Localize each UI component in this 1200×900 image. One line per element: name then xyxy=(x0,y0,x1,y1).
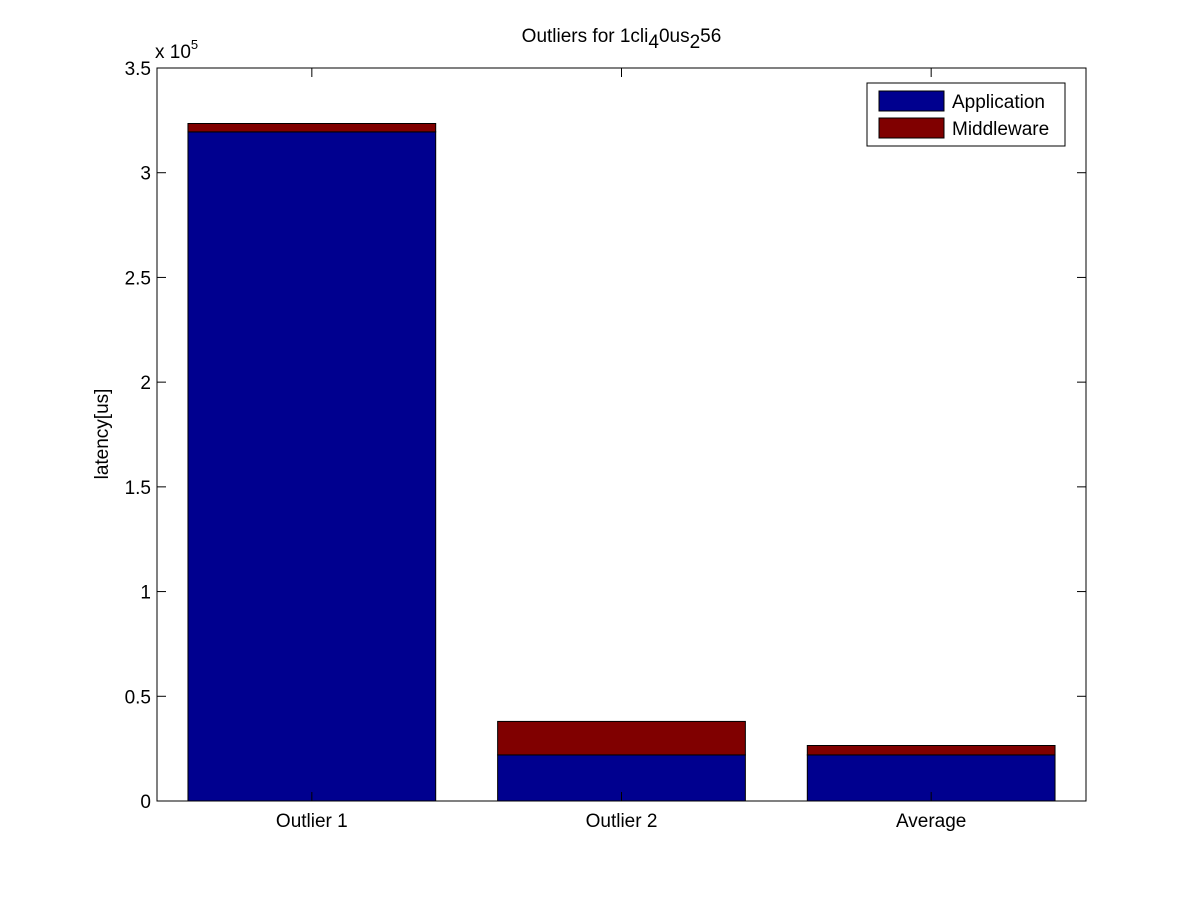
legend-label-application: Application xyxy=(952,92,1045,113)
legend: Application Middleware xyxy=(866,82,1066,147)
legend-label-middleware: Middleware xyxy=(952,119,1049,140)
x-axis-ticks: Outlier 1 Outlier 2 Average xyxy=(276,68,966,832)
y-exponent-text: x 105 xyxy=(155,37,198,63)
y-axis-ticks: 0 0.5 1 1.5 2 2.5 3 3.5 xyxy=(125,59,1086,813)
y-tick-label: 3.5 xyxy=(125,59,151,80)
y-tick-label: 0 xyxy=(140,792,151,813)
y-tick-label: 2.5 xyxy=(125,268,151,289)
x-tick-label: Outlier 2 xyxy=(586,811,658,832)
y-tick-label: 0.5 xyxy=(125,687,151,708)
y-tick-label: 1 xyxy=(140,583,151,604)
x-tick-label: Average xyxy=(896,811,966,832)
y-tick-label: 1.5 xyxy=(125,478,151,499)
bar-application-1 xyxy=(187,131,437,802)
legend-swatch-application xyxy=(878,90,945,112)
x-tick-label: Outlier 1 xyxy=(276,811,348,832)
y-tick-label: 2 xyxy=(140,373,151,394)
chart-title-text: Outliers for 1cli40us256 xyxy=(522,26,722,53)
y-axis-exponent-label: x 105 xyxy=(155,37,198,63)
bar-middleware-3 xyxy=(806,745,1056,756)
bar-middleware-2 xyxy=(497,720,746,756)
bar-series-group xyxy=(187,122,1056,802)
legend-swatch-middleware xyxy=(878,117,945,139)
y-axis-label: latency[us] xyxy=(92,389,113,480)
chart-title: Outliers for 1cli40us256 xyxy=(522,26,722,53)
bar-middleware-1 xyxy=(187,122,437,133)
y-tick-label: 3 xyxy=(140,164,151,185)
